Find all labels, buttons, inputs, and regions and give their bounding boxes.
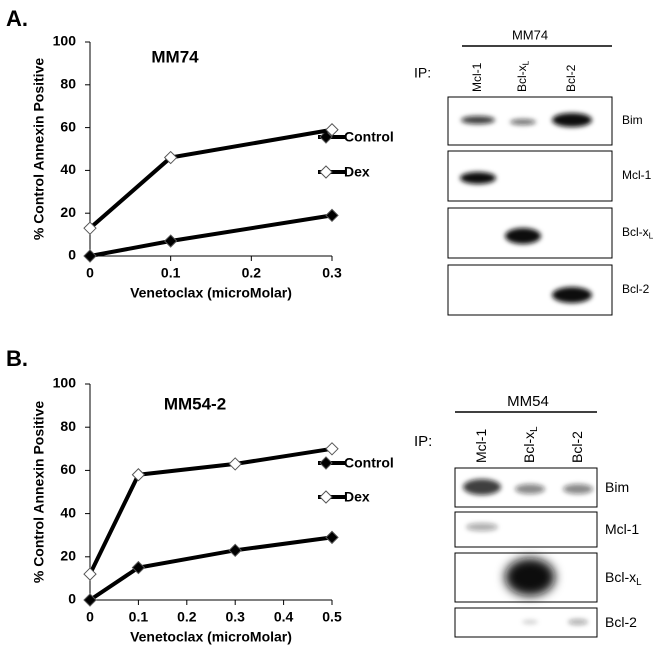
y-tick-label: 20 [60,548,76,564]
label-text: Mcl-1 [605,521,639,537]
y-tick-label: 80 [60,418,76,434]
label-sub: L [521,60,531,65]
label: Bcl-2 [622,282,650,296]
label: Bim [605,479,629,495]
bands [463,479,593,625]
data-point [228,543,242,558]
legend-marker [319,490,333,504]
label-text: Mcl-1 [470,62,484,92]
data-point [228,457,242,471]
legend-marker [319,165,333,179]
y-tick-label: 20 [60,204,76,220]
label: Bim [622,113,643,127]
chart-title: MM74 [151,47,199,66]
label-text: Bim [622,113,643,127]
data-point [325,208,339,223]
label: Bcl-xL [605,569,642,588]
legend-label: Control [344,129,394,145]
label: Mcl-1 [622,168,652,182]
ip-label: IP: [414,65,431,81]
band [505,558,555,596]
x-tick-label: 0.3 [225,609,245,625]
legend-label: Dex [344,164,370,180]
series-line [88,535,333,602]
x-tick-label: 0.4 [274,609,294,625]
blot-title: MM54 [507,393,549,410]
x-tick-label: 0.1 [129,609,149,625]
data-point [83,567,97,581]
panel-label: B. [6,346,28,371]
data-point [325,123,339,137]
series-line [88,446,333,575]
label-text: Bcl-2 [622,282,650,296]
y-tick-label: 100 [53,375,77,391]
x-tick-label: 0.5 [322,609,342,625]
chart-title: MM54-2 [164,394,226,413]
y-axis-label: % Control Annexin Positive [31,58,47,240]
data-point [83,221,97,235]
y-axis-label: % Control Annexin Positive [31,401,47,583]
label: Bcl-xL [521,426,540,463]
label-text: Bcl-x [515,65,529,92]
y-tick-label: 60 [60,118,76,134]
legend-label: Dex [344,489,370,505]
ip-label: IP: [414,433,432,450]
label-sub: L [636,577,642,588]
bands [460,113,592,303]
series-line [89,213,333,258]
label: Bcl-xL [622,225,654,241]
label-text: Bcl-x [622,225,649,239]
label-text: Bcl-2 [564,64,578,92]
x-tick-label: 0 [86,609,94,625]
y-tick-label: 0 [68,591,76,607]
legend-marker [319,130,333,144]
label-sub: L [649,231,654,241]
y-tick-label: 100 [53,33,77,49]
data-point [163,234,178,248]
label: Bcl-2 [564,64,578,92]
label-text: Bim [605,479,629,495]
label: Mcl-1 [473,429,489,463]
data-point [131,468,146,482]
data-point [325,442,339,456]
blot-a: MM74 IP: [414,27,613,316]
data-point [131,560,146,575]
label-text: Mcl-1 [622,168,652,182]
y-tick-label: 60 [60,461,76,477]
label-text: Bcl-x [605,569,636,585]
x-tick-label: 0.2 [242,265,262,281]
x-tick-label: 0.1 [161,265,181,281]
label-text: Bcl-x [521,432,537,463]
label-text: Bcl-2 [605,614,637,630]
series-line [88,127,333,230]
y-tick-label: 40 [60,161,76,177]
label: Bcl-xL [515,60,531,92]
label: Bcl-2 [605,614,637,630]
blot-row [454,511,598,548]
blot-title: MM74 [512,27,548,42]
data-point [163,150,178,165]
y-tick-label: 0 [68,247,76,263]
label-text: Bcl-2 [569,431,585,463]
data-point [83,593,97,607]
y-tick-label: 80 [60,76,76,92]
data-point [325,530,339,545]
x-tick-label: 0.3 [322,265,342,281]
label-sub: L [529,426,540,432]
legend-label: Control [344,455,394,471]
label: Mcl-1 [470,62,484,92]
x-axis-label: Venetoclax (microMolar) [130,629,292,645]
label-text: Mcl-1 [473,429,489,463]
panel-label: A. [6,6,28,31]
x-axis-label: Venetoclax (microMolar) [130,285,292,301]
label: Bcl-2 [569,431,585,463]
y-tick-label: 40 [60,504,76,520]
data-point [83,249,97,263]
label: Mcl-1 [605,521,639,537]
legend-marker [319,456,333,470]
blot-b: MM54 IP: [414,393,598,638]
x-tick-label: 0 [86,265,94,281]
x-tick-label: 0.2 [177,609,197,625]
